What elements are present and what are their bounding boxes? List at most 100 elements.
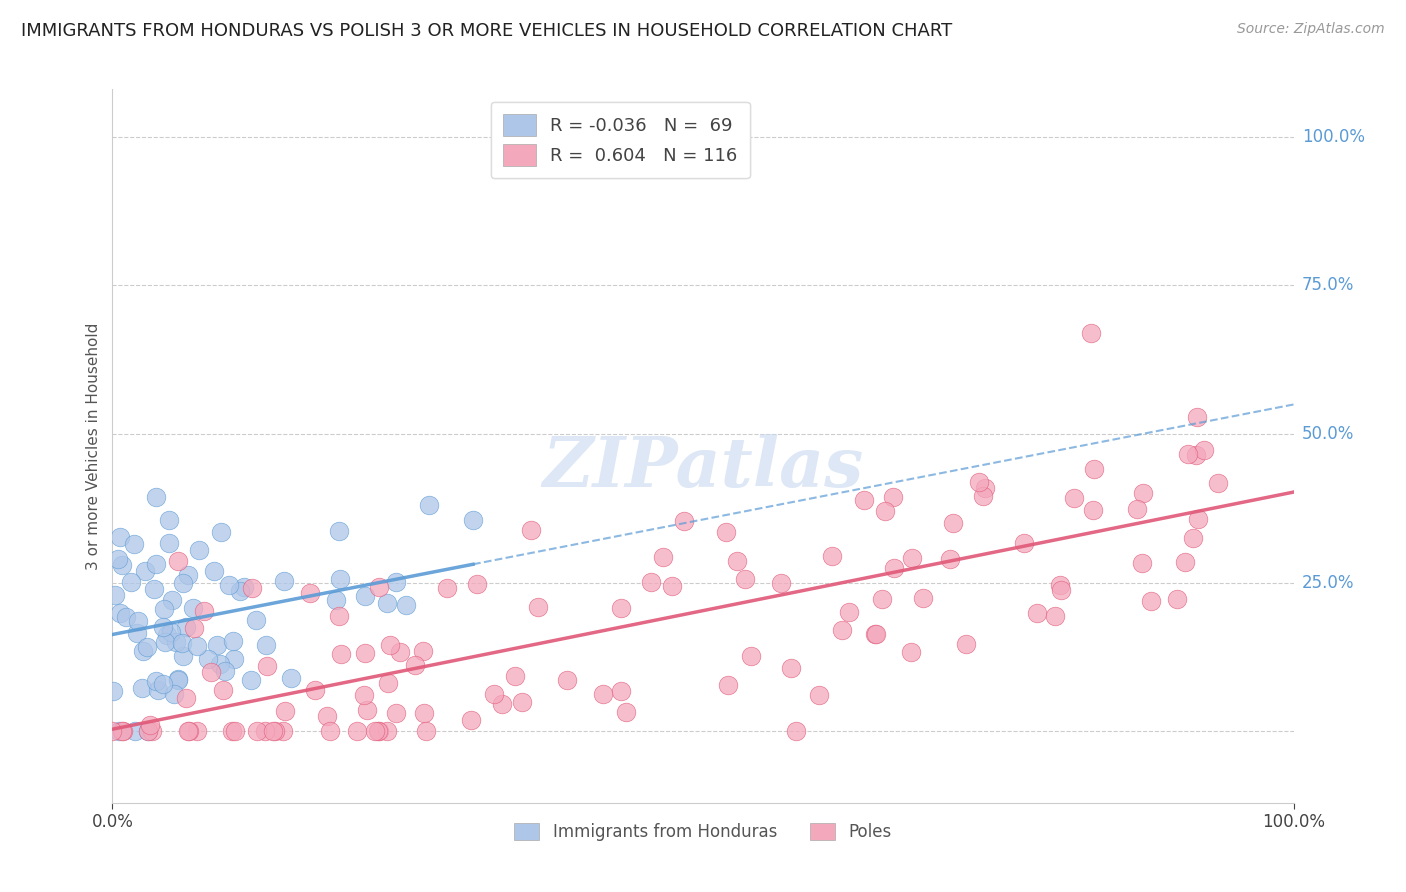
Point <box>271 724 294 739</box>
Point <box>139 718 162 732</box>
Point <box>1126 502 1149 516</box>
Point <box>363 724 385 739</box>
Point <box>491 697 513 711</box>
Point <box>160 592 183 607</box>
Point <box>273 574 295 588</box>
Point <box>156 628 179 642</box>
Point <box>831 623 853 637</box>
Y-axis label: 3 or more Vehicles in Household: 3 or more Vehicles in Household <box>86 322 101 570</box>
Point <box>122 537 145 551</box>
Point <box>239 673 262 687</box>
Text: 100.0%: 100.0% <box>1302 128 1365 145</box>
Point <box>264 724 287 739</box>
Point <box>725 554 748 568</box>
Point <box>967 475 990 490</box>
Point <box>1026 606 1049 620</box>
Point <box>852 493 875 508</box>
Point <box>240 581 263 595</box>
Point <box>769 575 792 590</box>
Text: Source: ZipAtlas.com: Source: ZipAtlas.com <box>1237 22 1385 37</box>
Point <box>153 602 176 616</box>
Point <box>1174 555 1197 569</box>
Point <box>395 598 418 612</box>
Point <box>652 550 675 565</box>
Point <box>325 592 347 607</box>
Point <box>418 498 440 512</box>
Point <box>208 657 231 671</box>
Point <box>104 588 127 602</box>
Point <box>101 684 124 698</box>
Point <box>202 565 225 579</box>
Point <box>610 601 633 615</box>
Point <box>821 549 844 564</box>
Point <box>1192 443 1215 458</box>
Point <box>209 525 232 540</box>
Point <box>375 724 398 739</box>
Point <box>385 706 408 721</box>
Point <box>640 574 662 589</box>
Point <box>1083 462 1105 476</box>
Point <box>1182 532 1205 546</box>
Point <box>865 627 887 641</box>
Point <box>329 572 352 586</box>
Point <box>262 724 284 739</box>
Point <box>108 606 131 620</box>
Point <box>911 591 934 605</box>
Point <box>127 626 149 640</box>
Point <box>193 604 215 618</box>
Point <box>172 636 194 650</box>
Point <box>368 580 391 594</box>
Point <box>955 637 977 651</box>
Point <box>254 724 277 739</box>
Point <box>101 724 124 739</box>
Point <box>172 575 194 590</box>
Point <box>145 557 167 571</box>
Point <box>1014 536 1036 550</box>
Point <box>131 681 153 695</box>
Point <box>972 489 994 503</box>
Point <box>107 551 129 566</box>
Point <box>197 652 219 666</box>
Point <box>245 613 267 627</box>
Text: 25.0%: 25.0% <box>1302 574 1354 591</box>
Point <box>610 683 633 698</box>
Point <box>1049 578 1071 592</box>
Point <box>254 638 277 652</box>
Point <box>882 491 904 505</box>
Point <box>112 724 135 739</box>
Point <box>221 633 243 648</box>
Point <box>389 645 412 659</box>
Point <box>319 724 342 739</box>
Point <box>222 651 245 665</box>
Point <box>785 724 807 739</box>
Point <box>256 659 278 673</box>
Point <box>354 589 377 603</box>
Point <box>1043 609 1066 624</box>
Point <box>883 561 905 575</box>
Point <box>172 648 194 663</box>
Text: 50.0%: 50.0% <box>1302 425 1354 443</box>
Point <box>304 683 326 698</box>
Point <box>592 687 614 701</box>
Point <box>1050 582 1073 597</box>
Point <box>176 567 198 582</box>
Point <box>1177 447 1199 461</box>
Point <box>1206 476 1229 491</box>
Point <box>939 552 962 566</box>
Point <box>136 724 159 739</box>
Point <box>661 578 683 592</box>
Point <box>1132 486 1154 500</box>
Point <box>865 627 887 641</box>
Point <box>1081 502 1104 516</box>
Point <box>120 574 142 589</box>
Point <box>808 688 831 702</box>
Point <box>214 665 236 679</box>
Point <box>1130 556 1153 570</box>
Point <box>315 709 337 723</box>
Point <box>205 639 228 653</box>
Point <box>384 574 406 589</box>
Point <box>527 599 550 614</box>
Point <box>375 596 398 610</box>
Point <box>412 644 434 658</box>
Point <box>328 524 350 538</box>
